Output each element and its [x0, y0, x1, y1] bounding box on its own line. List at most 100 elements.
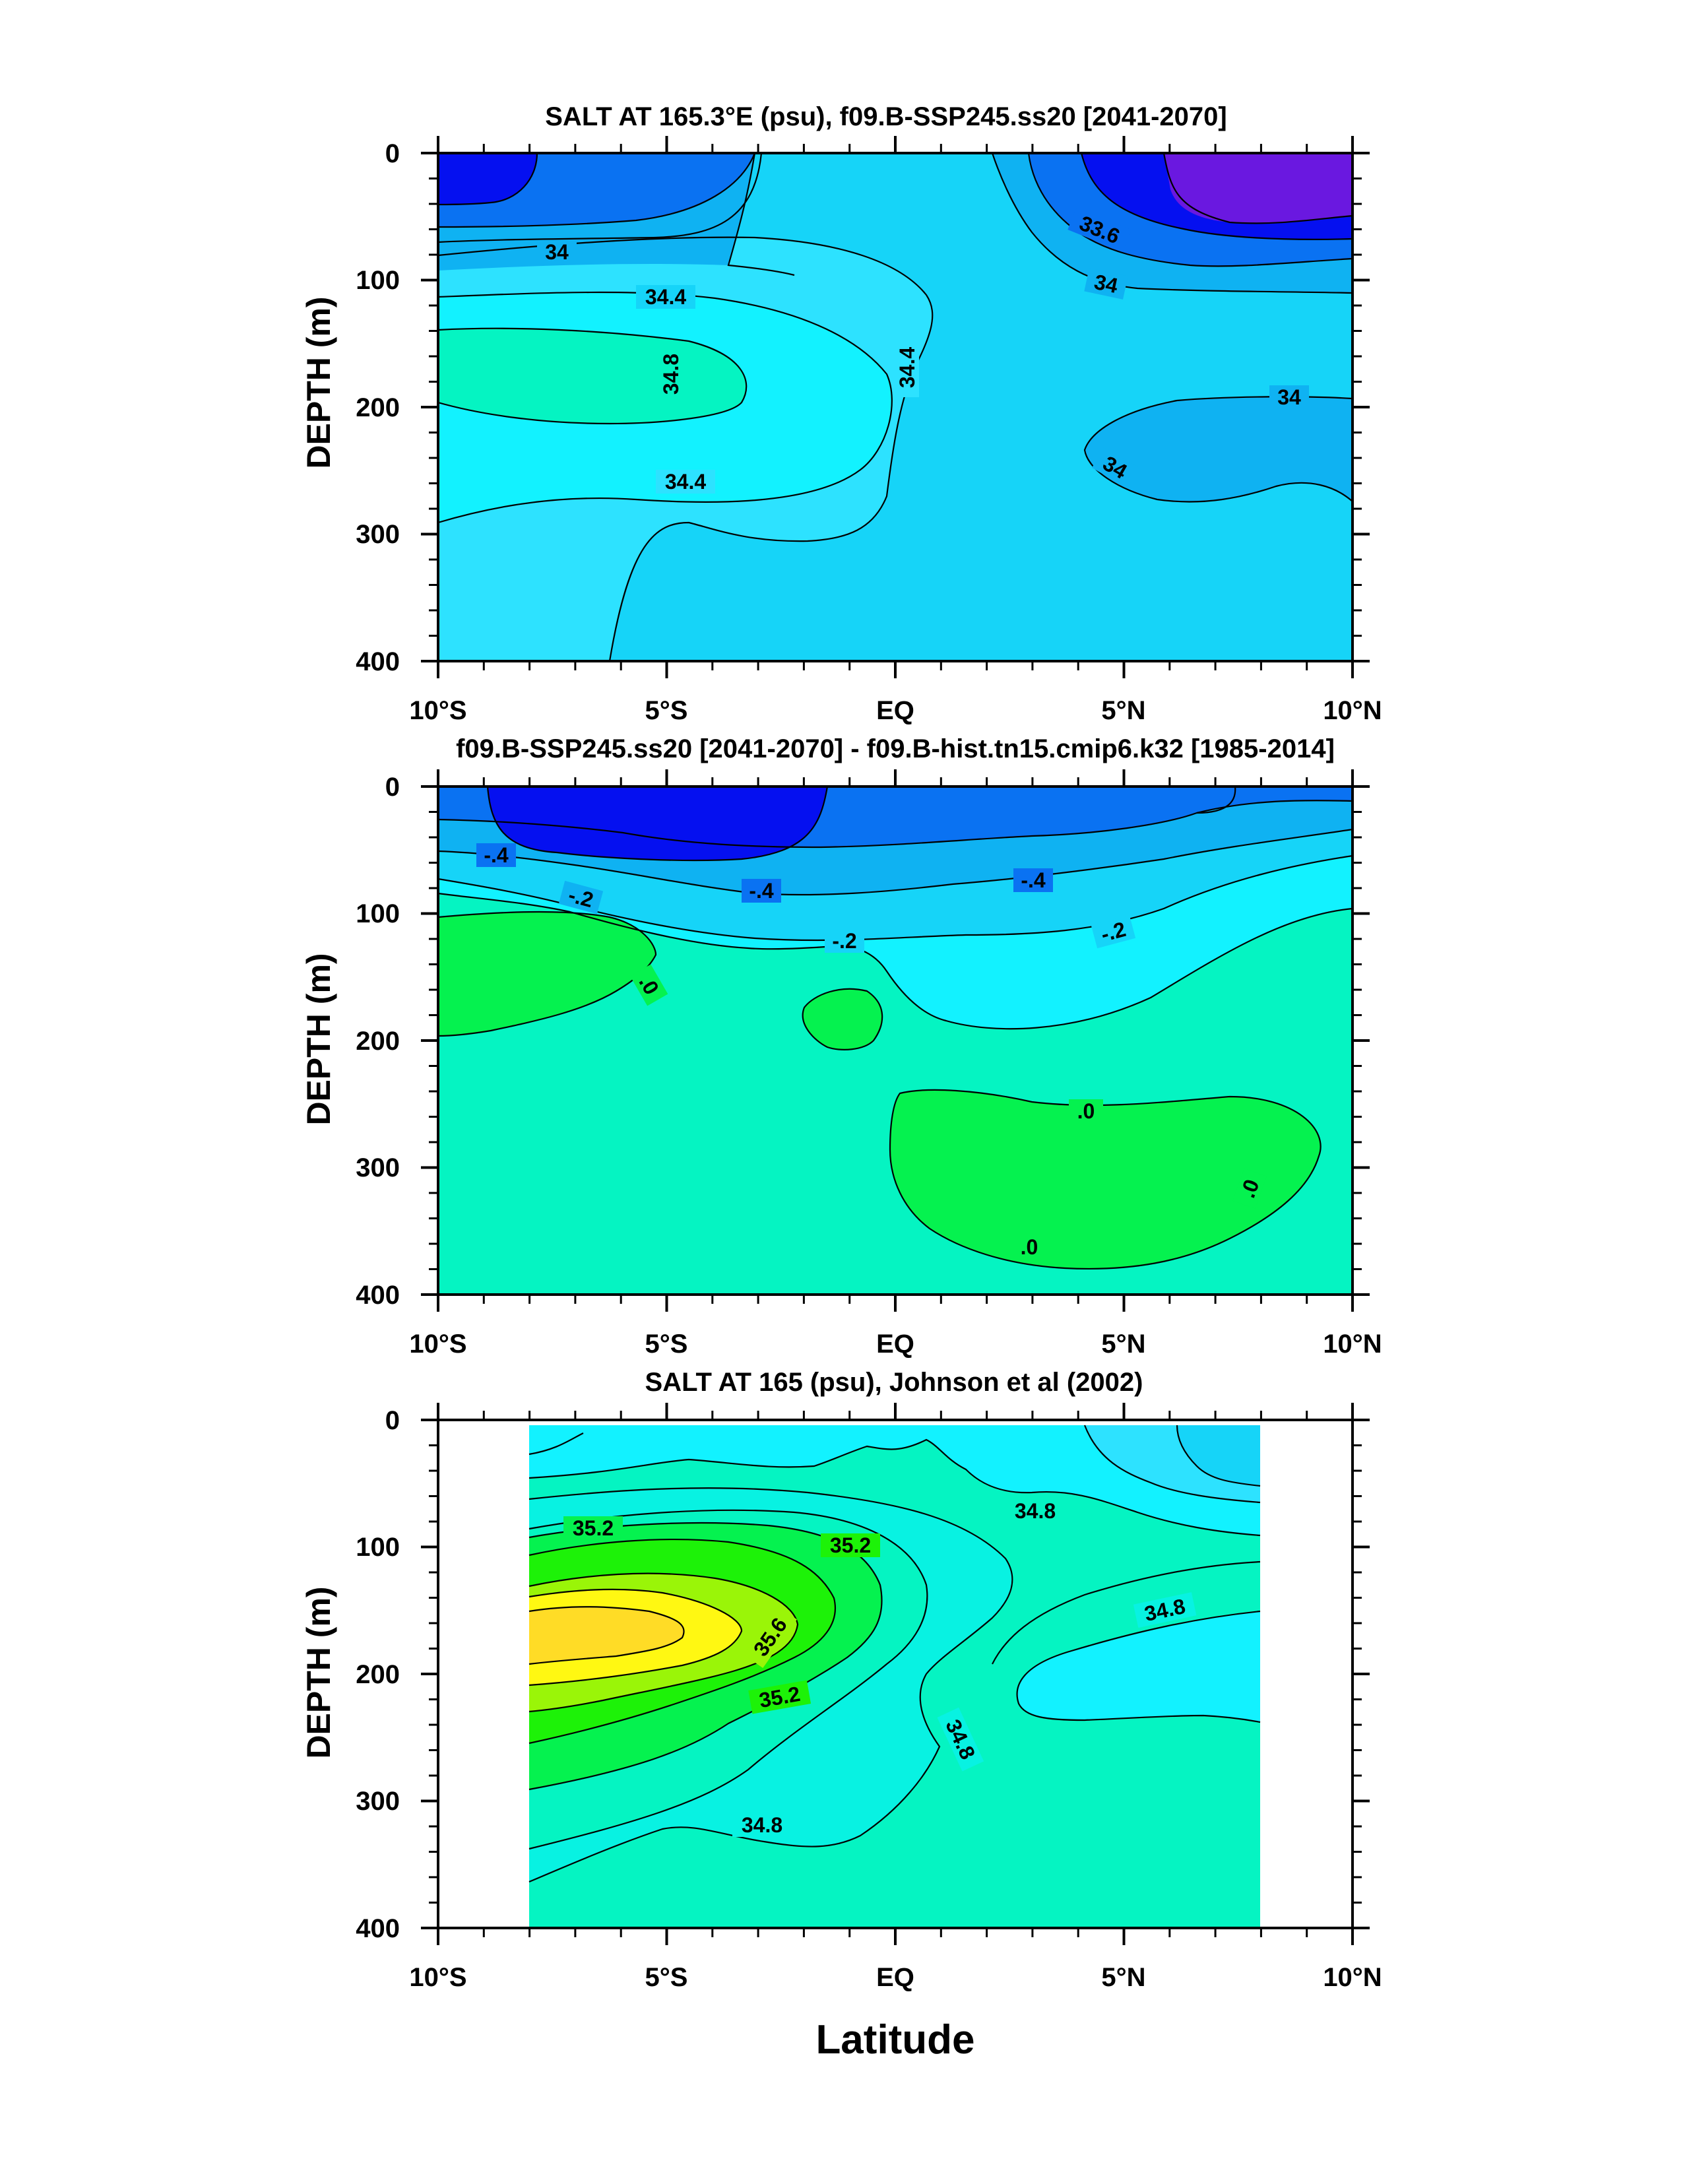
contour-line-4: [528, 1509, 928, 1850]
x-tick-label: 10°N: [1323, 1963, 1382, 1992]
contour-line-1: [486, 787, 829, 862]
contour-label: -.4: [1021, 868, 1046, 892]
y-tick-label: 100: [356, 266, 400, 295]
panel-3-tick-labels: 10°S 5°S EQ 5°N 10°N 0 100 200 300 400: [356, 1406, 1382, 1992]
contour-line-1: [528, 1432, 584, 1456]
y-tick-label: 0: [385, 773, 400, 802]
panel-2: f09.B-SSP245.ss20 [2041-2070] - f09.B-hi…: [300, 734, 1382, 1359]
contour-label: 34.8: [659, 354, 683, 395]
contour-line-9: [1027, 153, 1353, 267]
contour-line-12: [1016, 1610, 1261, 1723]
panel-1-ylabel: DEPTH (m): [300, 296, 337, 468]
panel-2-plot: -.4 -.4 -.4 -.2 -.2 -.2 .0: [438, 787, 1353, 1295]
contour-line-9: [528, 1606, 685, 1665]
panel-1-title: SALT AT 165.3°E (psu), f09.B-SSP245.ss20…: [545, 102, 1227, 131]
contour-label: 34: [1277, 385, 1301, 409]
contour-line-7: [727, 153, 795, 276]
y-tick-label: 300: [356, 1787, 400, 1816]
contour-label: 34.4: [645, 285, 686, 309]
contour-line-5: [528, 1522, 883, 1791]
contour-label: 34.4: [895, 347, 919, 388]
fill-green-blob: [802, 988, 883, 1050]
contour-line-11: [1163, 153, 1353, 224]
fill-cyan-light-top-right: [1085, 1425, 1260, 1502]
y-tick-label: 0: [385, 1406, 400, 1435]
y-tick-label: 400: [356, 647, 400, 676]
x-tick-label: 5°N: [1101, 1963, 1145, 1992]
panel-2-tick-labels: 10°S 5°S EQ 5°N 10°N 0 100 200 300 400: [356, 773, 1382, 1359]
contour-line-6: [528, 1538, 836, 1745]
fill-deep-blue: [438, 153, 1353, 240]
contour-line-8: [802, 988, 883, 1050]
fill-sky-top-right: [1177, 1425, 1260, 1486]
contour-label: 34: [1092, 270, 1120, 298]
x-tick-label: 10°S: [409, 696, 466, 725]
x-tick-label: 10°S: [409, 1330, 466, 1359]
y-tick-label: 100: [356, 1533, 400, 1562]
fill-deep-blue: [488, 787, 827, 860]
x-tick-label: 10°N: [1323, 1330, 1382, 1359]
contour-line-2: [438, 800, 1353, 849]
contour-line-13: [992, 1560, 1261, 1665]
x-tick-label: EQ: [876, 1963, 914, 1992]
y-tick-label: 400: [356, 1914, 400, 1943]
y-tick-label: 300: [356, 520, 400, 549]
contour-line-3: [1196, 787, 1236, 814]
contour-label: 34.8: [742, 1813, 782, 1837]
panel-2-contour-labels: -.4 -.4 -.4 -.2 -.2 -.2 .0: [476, 843, 1267, 1259]
contour-line-10: [1083, 1425, 1261, 1504]
fill-purple: [1164, 153, 1353, 224]
y-tick-label: 200: [356, 1027, 400, 1056]
panel-1-ticks: [421, 136, 1370, 678]
panel-1-plot: 34 34.4 34.8 34.4 34.4 33.6: [438, 153, 1353, 661]
contour-label: .0: [1021, 1235, 1038, 1259]
contour-line-7: [528, 1572, 799, 1713]
x-tick-label: EQ: [876, 696, 914, 725]
panel-2-ticks: [421, 769, 1370, 1312]
panel-3: SALT AT 165 (psu), Johnson et al (2002) …: [300, 1368, 1382, 2063]
x-tick-label: 10°S: [409, 1963, 466, 1992]
contour-label: -.4: [749, 879, 774, 903]
y-tick-label: 200: [356, 393, 400, 422]
contour-label: 34.8: [1015, 1499, 1056, 1523]
panel-2-title: f09.B-SSP245.ss20 [2041-2070] - f09.B-hi…: [456, 734, 1335, 763]
panel-3-ylabel: DEPTH (m): [300, 1586, 337, 1758]
y-tick-label: 200: [356, 1660, 400, 1689]
contour-line-10: [1080, 153, 1353, 240]
y-tick-label: 100: [356, 899, 400, 928]
y-tick-label: 400: [356, 1281, 400, 1310]
contour-line-1: [438, 153, 538, 206]
contour-line-2: [528, 1438, 1261, 1537]
contour-line-3: [528, 1487, 1013, 1883]
panel-2-ylabel: DEPTH (m): [300, 953, 337, 1125]
contour-line-6: [438, 892, 1353, 1030]
contour-label: 35.2: [830, 1533, 871, 1557]
panel-3-contour-labels: 35.2 35.2 35.6 35.2 34.8 34.8: [563, 1499, 1197, 1837]
x-tick-label: 10°N: [1323, 696, 1382, 725]
panel-1-tick-labels: 10°S 5°S EQ 5°N 10°N 0 100 200 300 400: [356, 139, 1382, 725]
x-tick-label: 5°S: [645, 1963, 688, 1992]
contour-label: .0: [1077, 1099, 1095, 1123]
x-axis-label: Latitude: [815, 2017, 974, 2063]
y-tick-label: 300: [356, 1153, 400, 1182]
panel-3-ticks: [421, 1403, 1370, 1945]
panel-1: SALT AT 165.3°E (psu), f09.B-SSP245.ss20…: [300, 102, 1382, 725]
contour-label: 35.2: [573, 1516, 614, 1540]
contour-label: -.2: [832, 929, 856, 953]
contour-label: 34.4: [665, 470, 706, 494]
panel-3-plot: 35.2 35.2 35.6 35.2 34.8 34.8: [528, 1425, 1261, 1928]
fill-green-left: [438, 912, 656, 1036]
panel-1-contour-labels: 34 34.4 34.8 34.4 34.4 33.6: [537, 207, 1309, 494]
contour-line-11: [1176, 1425, 1261, 1487]
x-tick-label: 5°N: [1101, 1330, 1145, 1359]
x-tick-label: 5°S: [645, 696, 688, 725]
fill-cyan-top: [529, 1425, 1260, 1535]
fill-green-right: [890, 1089, 1321, 1269]
contour-label: -.4: [484, 843, 509, 867]
fill-cyan-bottom-right: [1017, 1611, 1260, 1722]
x-tick-label: 5°N: [1101, 696, 1145, 725]
x-tick-label: 5°S: [645, 1330, 688, 1359]
contour-line-6: [438, 327, 748, 425]
contour-line-2: [438, 153, 756, 228]
